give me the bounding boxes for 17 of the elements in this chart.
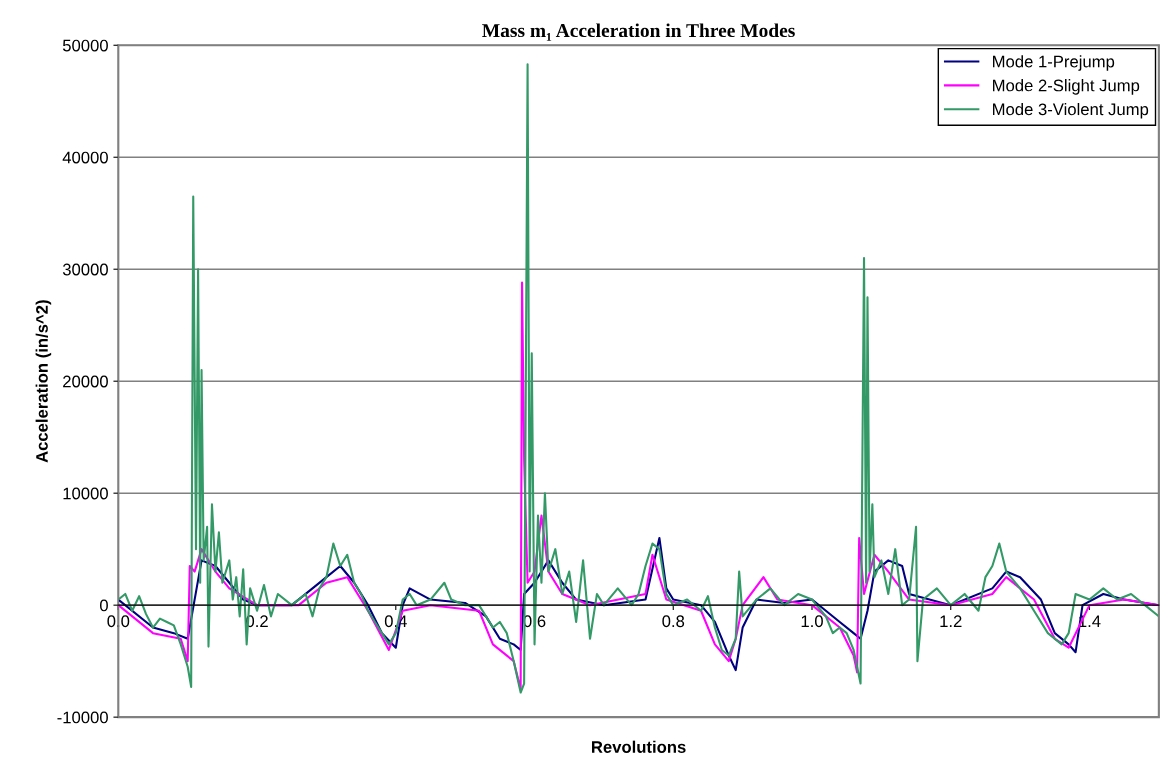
y-tick-label: 0 bbox=[99, 599, 108, 612]
legend-label: Mode 2-Slight Jump bbox=[993, 79, 1140, 95]
legend-label: Mode 1-Prejump bbox=[993, 55, 1115, 71]
y-axis-title: Acceleration (in/s^2) bbox=[35, 300, 52, 463]
y-tick-label: -10000 bbox=[57, 711, 108, 724]
y-tick-label: 10000 bbox=[63, 487, 108, 500]
x-tick-label: 0.8 bbox=[662, 615, 685, 628]
y-tick-label: 20000 bbox=[63, 375, 108, 388]
y-tick-label: 50000 bbox=[62, 39, 108, 52]
x-tick-label: 1.0 bbox=[801, 615, 823, 628]
x-tick-label: 1.2 bbox=[940, 615, 962, 627]
x-tick-label: 0.0 bbox=[107, 615, 130, 628]
x-axis-title: Revolutions bbox=[592, 740, 686, 753]
legend-label: Mode 3-Violent Jump bbox=[993, 102, 1149, 119]
y-tick-label: 30000 bbox=[62, 263, 108, 276]
chart-title: Mass m₁ Acceleration in Three Modes bbox=[482, 23, 795, 41]
y-tick-label: 40000 bbox=[62, 151, 108, 164]
